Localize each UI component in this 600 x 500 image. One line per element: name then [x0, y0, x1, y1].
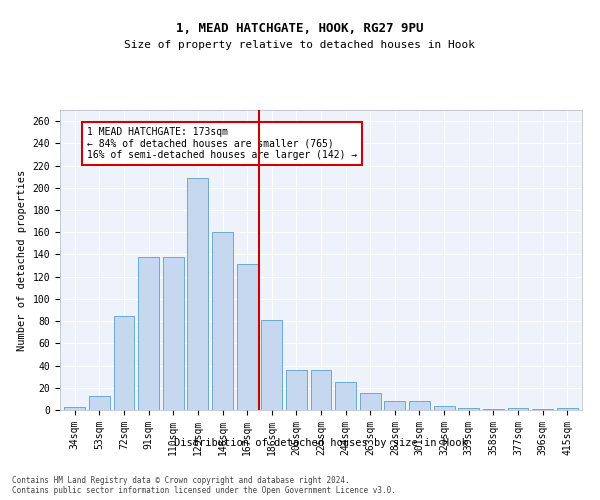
Y-axis label: Number of detached properties: Number of detached properties [17, 170, 27, 350]
Bar [311, 370, 331, 410]
Text: Contains HM Land Registry data © Crown copyright and database right 2024.
Contai: Contains HM Land Registry data © Crown c… [12, 476, 396, 495]
Bar [409, 401, 430, 410]
Bar [385, 401, 406, 410]
Bar [532, 409, 553, 410]
Bar [458, 408, 479, 410]
Bar [138, 256, 159, 410]
Bar [360, 394, 381, 410]
Bar [261, 320, 282, 410]
Bar [187, 178, 208, 410]
Text: 1 MEAD HATCHGATE: 173sqm
← 84% of detached houses are smaller (765)
16% of semi-: 1 MEAD HATCHGATE: 173sqm ← 84% of detach… [87, 126, 358, 160]
Bar [286, 370, 307, 410]
Bar [64, 406, 85, 410]
Bar [508, 408, 529, 410]
Bar [557, 408, 578, 410]
Bar [434, 406, 455, 410]
Bar [89, 396, 110, 410]
Bar [483, 409, 504, 410]
Text: Size of property relative to detached houses in Hook: Size of property relative to detached ho… [125, 40, 476, 50]
Bar [335, 382, 356, 410]
Text: Distribution of detached houses by size in Hook: Distribution of detached houses by size … [174, 438, 468, 448]
Text: 1, MEAD HATCHGATE, HOOK, RG27 9PU: 1, MEAD HATCHGATE, HOOK, RG27 9PU [176, 22, 424, 36]
Bar [113, 316, 134, 410]
Bar [212, 232, 233, 410]
Bar [236, 264, 257, 410]
Bar [163, 256, 184, 410]
